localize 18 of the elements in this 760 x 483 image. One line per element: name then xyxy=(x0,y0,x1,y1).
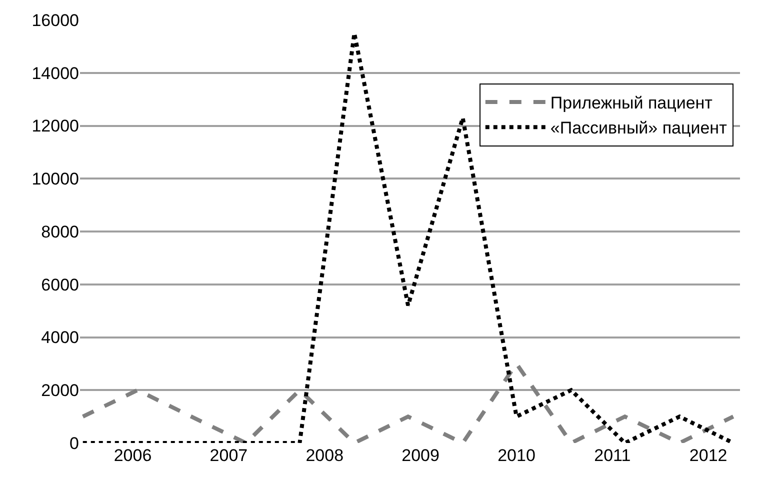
legend-label: «Пассивный» пациент xyxy=(550,118,728,138)
y-tick-label: 16000 xyxy=(32,10,79,30)
x-tick-label: 2011 xyxy=(594,446,631,465)
y-tick-label: 2000 xyxy=(41,381,79,400)
x-tick-label: 2006 xyxy=(114,446,152,465)
y-tick-label: 14000 xyxy=(32,64,79,83)
x-tick-label: 2007 xyxy=(210,446,248,465)
y-tick-label: 6000 xyxy=(41,275,79,294)
x-tick-label: 2009 xyxy=(402,446,440,465)
y-tick-label: 8000 xyxy=(41,222,79,242)
y-tick-label: 12000 xyxy=(32,116,79,136)
y-tick-label: 10000 xyxy=(32,170,79,189)
y-tick-label: 0 xyxy=(70,434,79,453)
legend-label: Прилежный пациент xyxy=(550,94,713,113)
x-tick-label: 2008 xyxy=(306,446,344,465)
y-tick-label: 4000 xyxy=(41,328,79,348)
x-tick-label: 2012 xyxy=(689,446,728,465)
x-tick-label: 2010 xyxy=(498,446,536,465)
